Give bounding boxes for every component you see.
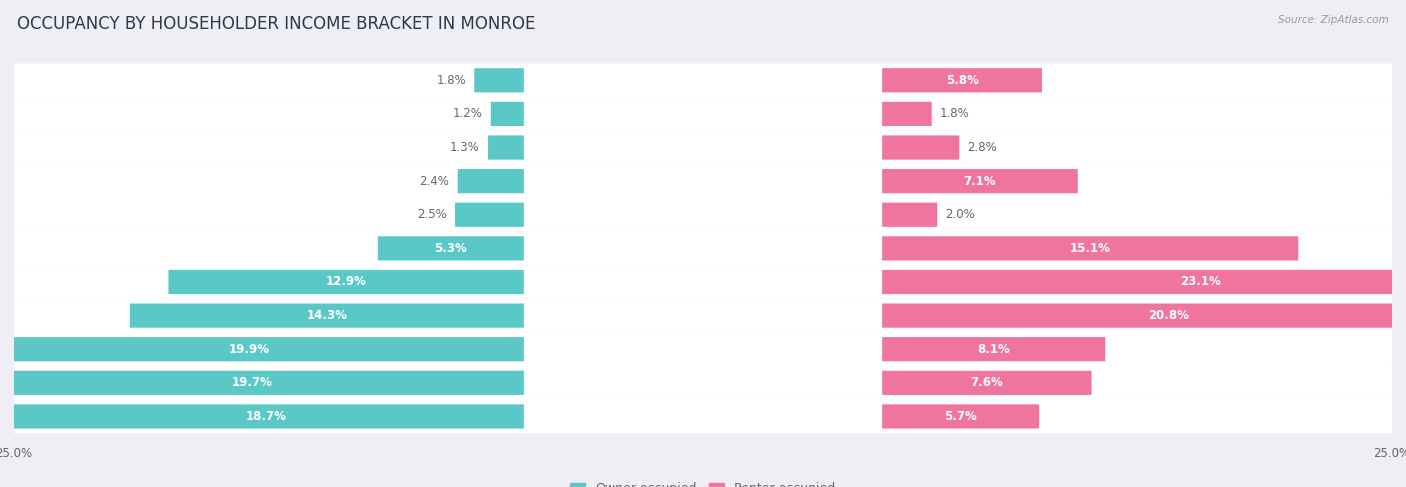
FancyBboxPatch shape — [456, 203, 524, 227]
Text: 5.8%: 5.8% — [946, 74, 979, 87]
Text: $50,000 to $74,999: $50,000 to $74,999 — [655, 309, 751, 322]
FancyBboxPatch shape — [882, 303, 1406, 328]
Text: 1.8%: 1.8% — [436, 74, 465, 87]
Text: 2.8%: 2.8% — [967, 141, 997, 154]
Text: 7.6%: 7.6% — [970, 376, 1004, 389]
Text: 7.1%: 7.1% — [963, 175, 997, 187]
Text: $35,000 to $49,999: $35,000 to $49,999 — [655, 276, 751, 288]
Text: $25,000 to $34,999: $25,000 to $34,999 — [655, 242, 751, 255]
Text: OCCUPANCY BY HOUSEHOLDER INCOME BRACKET IN MONROE: OCCUPANCY BY HOUSEHOLDER INCOME BRACKET … — [17, 15, 536, 33]
Text: $5,000 to $9,999: $5,000 to $9,999 — [664, 108, 742, 120]
Text: 1.8%: 1.8% — [941, 108, 970, 120]
FancyBboxPatch shape — [474, 68, 524, 93]
FancyBboxPatch shape — [129, 303, 524, 328]
FancyBboxPatch shape — [488, 135, 524, 160]
FancyBboxPatch shape — [882, 270, 1406, 294]
FancyBboxPatch shape — [882, 236, 1298, 261]
FancyBboxPatch shape — [882, 371, 1091, 395]
FancyBboxPatch shape — [8, 404, 524, 429]
FancyBboxPatch shape — [882, 337, 1105, 361]
Text: 2.5%: 2.5% — [418, 208, 447, 221]
FancyBboxPatch shape — [0, 337, 524, 361]
Text: $75,000 to $99,999: $75,000 to $99,999 — [655, 343, 751, 356]
Text: $100,000 to $149,999: $100,000 to $149,999 — [648, 376, 758, 389]
FancyBboxPatch shape — [14, 366, 1392, 400]
Text: 14.3%: 14.3% — [307, 309, 347, 322]
Text: 5.3%: 5.3% — [434, 242, 467, 255]
FancyBboxPatch shape — [882, 169, 1078, 193]
FancyBboxPatch shape — [458, 169, 524, 193]
Text: 1.3%: 1.3% — [450, 141, 479, 154]
Text: 15.1%: 15.1% — [1070, 242, 1111, 255]
Text: Source: ZipAtlas.com: Source: ZipAtlas.com — [1278, 15, 1389, 25]
FancyBboxPatch shape — [491, 102, 524, 126]
Text: 19.7%: 19.7% — [232, 376, 273, 389]
FancyBboxPatch shape — [14, 231, 1392, 265]
Text: 20.8%: 20.8% — [1149, 309, 1189, 322]
FancyBboxPatch shape — [882, 203, 938, 227]
FancyBboxPatch shape — [378, 236, 524, 261]
FancyBboxPatch shape — [14, 299, 1392, 333]
Text: $20,000 to $24,999: $20,000 to $24,999 — [655, 208, 751, 221]
Legend: Owner-occupied, Renter-occupied: Owner-occupied, Renter-occupied — [565, 477, 841, 487]
Text: 23.1%: 23.1% — [1180, 276, 1220, 288]
Text: Less than $5,000: Less than $5,000 — [654, 75, 752, 85]
FancyBboxPatch shape — [882, 135, 959, 160]
FancyBboxPatch shape — [14, 400, 1392, 433]
Text: 5.7%: 5.7% — [945, 410, 977, 423]
Text: 8.1%: 8.1% — [977, 343, 1010, 356]
Text: 1.2%: 1.2% — [453, 108, 482, 120]
Text: $150,000 or more: $150,000 or more — [651, 412, 755, 421]
FancyBboxPatch shape — [14, 97, 1392, 131]
FancyBboxPatch shape — [14, 265, 1392, 299]
FancyBboxPatch shape — [882, 68, 1042, 93]
Text: 18.7%: 18.7% — [246, 410, 287, 423]
Text: 12.9%: 12.9% — [326, 276, 367, 288]
FancyBboxPatch shape — [14, 164, 1392, 198]
Text: 2.0%: 2.0% — [945, 208, 976, 221]
Text: 2.4%: 2.4% — [419, 175, 450, 187]
FancyBboxPatch shape — [0, 371, 524, 395]
FancyBboxPatch shape — [14, 131, 1392, 164]
FancyBboxPatch shape — [169, 270, 524, 294]
FancyBboxPatch shape — [882, 404, 1039, 429]
Text: $15,000 to $19,999: $15,000 to $19,999 — [655, 175, 751, 187]
Text: $10,000 to $14,999: $10,000 to $14,999 — [655, 141, 751, 154]
FancyBboxPatch shape — [14, 333, 1392, 366]
Text: 19.9%: 19.9% — [229, 343, 270, 356]
FancyBboxPatch shape — [882, 102, 932, 126]
FancyBboxPatch shape — [14, 198, 1392, 231]
FancyBboxPatch shape — [14, 63, 1392, 97]
